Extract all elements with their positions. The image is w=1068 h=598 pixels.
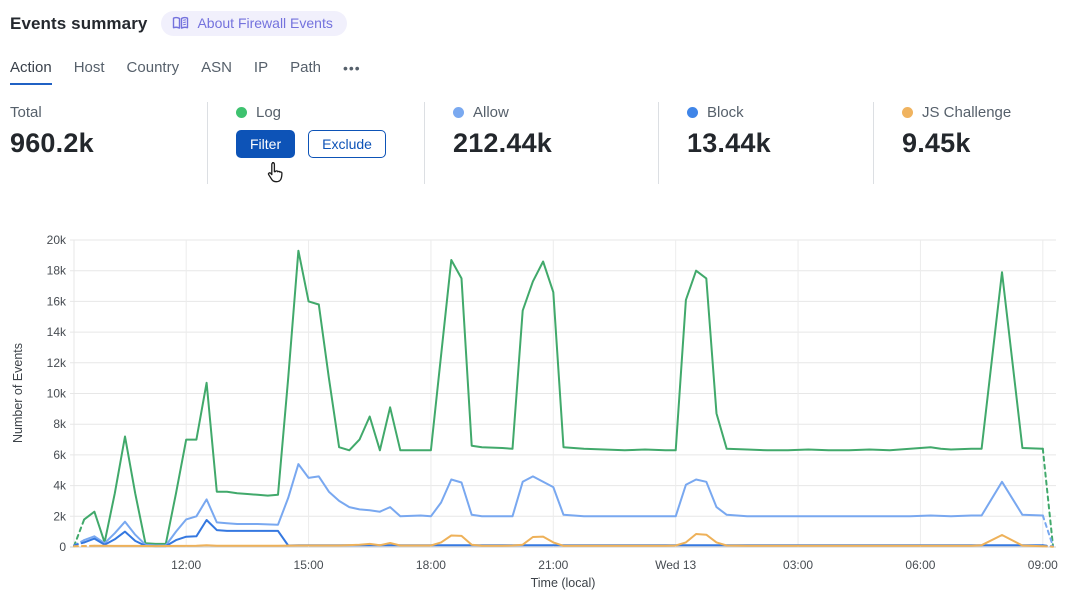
y-tick-label: 12k <box>47 356 67 370</box>
series-log-line <box>83 249 1044 545</box>
stat-card-log: Log Filter Exclude <box>207 102 424 184</box>
stat-card-label: JS Challenge <box>922 104 1012 121</box>
x-tick-label: 12:00 <box>171 558 201 572</box>
series-color-dot <box>453 107 464 118</box>
page-title: Events summary <box>10 13 148 33</box>
stat-card-value: 960.2k <box>10 128 94 158</box>
stat-card-value: 212.44k <box>453 128 552 158</box>
log-filter-actions: Filter Exclude <box>236 130 424 158</box>
page-header: Events summary About Firewall Events <box>0 0 1068 36</box>
tab-path[interactable]: Path <box>290 59 321 76</box>
x-tick-label: 21:00 <box>538 558 568 572</box>
y-tick-label: 20k <box>47 233 67 247</box>
tab-ip[interactable]: IP <box>253 59 269 76</box>
stat-card-label-row: Log <box>236 104 424 121</box>
stat-card-label-row: JS Challenge <box>902 104 1068 121</box>
y-tick-label: 10k <box>47 387 67 401</box>
stat-card-allow: Allow 212.44k <box>424 102 658 184</box>
series-log-dashed-end <box>1041 447 1054 548</box>
series-allow-line <box>83 463 1044 547</box>
series-color-dot <box>902 107 913 118</box>
filter-button[interactable]: Filter <box>236 130 296 158</box>
badge-label: About Firewall Events <box>197 15 333 31</box>
series-js-challenge-dashed-end <box>1041 545 1054 548</box>
series-color-dot <box>687 107 698 118</box>
x-tick-label: 18:00 <box>416 558 446 572</box>
y-tick-label: 16k <box>47 294 67 308</box>
open-book-icon <box>173 16 189 29</box>
series-allow-dashed-end <box>1041 514 1054 548</box>
stat-card-label: Log <box>256 104 282 121</box>
stat-card-label-row: Total <box>10 104 207 121</box>
y-tick-label: 6k <box>53 448 67 462</box>
x-tick-label: 15:00 <box>294 558 324 572</box>
y-tick-label: 4k <box>53 479 67 493</box>
summary-tabs: Action Host Country ASN IP Path ••• <box>0 36 1068 85</box>
tabs-more-ellipsis-icon[interactable]: ••• <box>342 60 361 76</box>
stat-cards-row: Total 960.2k Log Filter Exclude Allow 212.44k B… <box>0 102 1068 184</box>
y-axis-title: Number of Events <box>11 343 25 443</box>
series-log-dashed-start <box>73 518 86 548</box>
stat-card-label: Block <box>707 104 744 121</box>
y-tick-label: 18k <box>47 264 67 278</box>
y-tick-label: 0 <box>59 540 66 554</box>
stat-card-label: Total <box>10 104 42 121</box>
stat-card-block: Block 13.44k <box>658 102 873 184</box>
y-tick-label: 8k <box>53 417 67 431</box>
x-tick-label: 06:00 <box>905 558 935 572</box>
about-firewall-events-badge[interactable]: About Firewall Events <box>161 11 347 36</box>
x-axis-title: Time (local) <box>531 576 596 590</box>
y-tick-label: 2k <box>53 509 67 523</box>
stat-card-total: Total 960.2k <box>0 102 207 184</box>
series-js-challenge-line <box>93 533 1044 548</box>
x-tick-label: 09:00 <box>1028 558 1058 572</box>
tab-host[interactable]: Host <box>73 59 105 76</box>
x-tick-label: Wed 13 <box>655 558 696 572</box>
tab-asn[interactable]: ASN <box>201 59 232 76</box>
tab-country[interactable]: Country <box>126 59 180 76</box>
stat-card-label-row: Allow <box>453 104 658 121</box>
series-color-dot <box>236 107 247 118</box>
chart-svg: 0 2k 4k 6k 8k 10k 12k 14k 16k 18k 20k 12:00 15:00 18:… <box>11 233 1058 590</box>
tab-action[interactable]: Action <box>10 59 52 85</box>
y-tick-label: 14k <box>47 325 67 339</box>
exclude-button[interactable]: Exclude <box>308 130 386 158</box>
stat-card-label: Allow <box>473 104 509 121</box>
stat-card-value: 13.44k <box>687 128 771 158</box>
stat-card-js-challenge: JS Challenge 9.45k <box>873 102 1068 184</box>
series-block-dashed-start <box>73 541 86 547</box>
events-time-series-chart[interactable]: 0 2k 4k 6k 8k 10k 12k 14k 16k 18k 20k 12:00 15:00 18:… <box>0 228 1068 598</box>
stat-card-label-row: Block <box>687 104 873 121</box>
stat-card-value: 9.45k <box>902 128 971 158</box>
x-tick-label: 03:00 <box>783 558 813 572</box>
